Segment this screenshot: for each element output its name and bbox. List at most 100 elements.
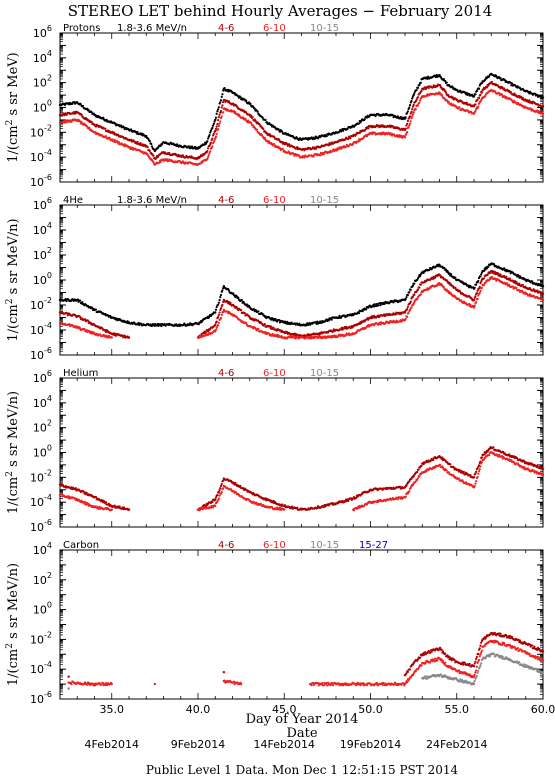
data-point bbox=[219, 293, 223, 297]
data-point bbox=[209, 150, 212, 153]
data-point bbox=[217, 116, 220, 119]
data-point bbox=[244, 117, 247, 120]
data-point bbox=[281, 148, 284, 151]
data-point bbox=[477, 96, 481, 100]
data-point bbox=[477, 105, 480, 108]
data-point bbox=[410, 117, 413, 120]
data-point bbox=[216, 123, 219, 126]
data-point bbox=[486, 273, 489, 277]
series-6-10 bbox=[58, 88, 545, 167]
data-point bbox=[411, 97, 414, 100]
data-point bbox=[406, 315, 409, 319]
data-point bbox=[223, 87, 226, 90]
data-point bbox=[329, 143, 333, 146]
data-point bbox=[215, 112, 218, 115]
data-point bbox=[458, 106, 461, 109]
data-point bbox=[255, 128, 259, 131]
legend-entry: 10-15 bbox=[310, 23, 339, 34]
data-point bbox=[64, 121, 67, 124]
data-point bbox=[251, 116, 254, 119]
data-point bbox=[113, 138, 116, 142]
data-point bbox=[438, 91, 441, 94]
data-point bbox=[478, 285, 481, 289]
data-point bbox=[454, 286, 457, 289]
data-point bbox=[148, 140, 151, 143]
data-point bbox=[245, 321, 248, 325]
data-point bbox=[408, 115, 412, 118]
data-point bbox=[85, 328, 88, 332]
data-point bbox=[415, 89, 418, 92]
data-point bbox=[411, 284, 415, 287]
data-point bbox=[442, 286, 445, 289]
data-point bbox=[536, 93, 539, 97]
data-point bbox=[268, 140, 271, 143]
data-point bbox=[448, 281, 451, 284]
data-point bbox=[416, 298, 419, 301]
data-point bbox=[414, 108, 417, 111]
data-point bbox=[107, 502, 110, 505]
data-point bbox=[296, 335, 300, 338]
data-point bbox=[541, 292, 545, 295]
data-point bbox=[493, 263, 496, 266]
data-point bbox=[113, 504, 116, 507]
data-point bbox=[150, 145, 154, 148]
data-point bbox=[412, 111, 415, 114]
data-point bbox=[472, 95, 476, 98]
data-point bbox=[508, 283, 511, 286]
data-point bbox=[500, 93, 504, 96]
data-point bbox=[477, 294, 480, 297]
data-point bbox=[80, 113, 83, 116]
data-point bbox=[409, 288, 412, 291]
data-point bbox=[83, 327, 86, 331]
data-point bbox=[418, 286, 421, 289]
data-point bbox=[214, 496, 218, 499]
data-point bbox=[474, 295, 477, 298]
data-point bbox=[511, 285, 514, 288]
data-point bbox=[442, 78, 445, 81]
data-point bbox=[280, 130, 284, 133]
data-point bbox=[234, 481, 237, 485]
panels: 10-6 10-4 10-2 100 102 104 106 1/(cm2 s sr MeV)… bbox=[5, 23, 545, 706]
data-point bbox=[214, 127, 218, 130]
data-point bbox=[240, 309, 243, 312]
legend-entry: 4-6 bbox=[218, 195, 234, 206]
data-point bbox=[476, 298, 479, 301]
data-point bbox=[206, 150, 209, 153]
data-point bbox=[127, 508, 131, 511]
data-point bbox=[214, 498, 217, 501]
data-point bbox=[406, 294, 409, 297]
data-point bbox=[404, 116, 407, 119]
data-point bbox=[136, 140, 139, 144]
data-point bbox=[411, 113, 415, 116]
data-point bbox=[363, 118, 366, 121]
data-point bbox=[220, 483, 223, 486]
data-point bbox=[418, 99, 422, 102]
data-point bbox=[475, 300, 478, 304]
data-point bbox=[347, 137, 350, 141]
data-point bbox=[439, 274, 442, 277]
data-point bbox=[479, 93, 482, 96]
data-point bbox=[218, 113, 221, 116]
data-point bbox=[168, 151, 171, 155]
data-point bbox=[503, 87, 506, 90]
data-point bbox=[477, 279, 480, 283]
data-point bbox=[513, 99, 516, 102]
data-point bbox=[411, 115, 414, 118]
data-point bbox=[296, 506, 299, 509]
data-point bbox=[152, 154, 155, 157]
data-point bbox=[419, 293, 422, 296]
data-point bbox=[407, 125, 410, 129]
legend-entry: 1.8-3.6 MeV/n bbox=[117, 23, 187, 34]
data-point bbox=[441, 94, 444, 98]
data-point bbox=[518, 282, 521, 285]
data-point bbox=[487, 265, 490, 268]
data-point bbox=[480, 286, 484, 289]
data-point bbox=[105, 118, 108, 121]
data-point bbox=[219, 295, 222, 299]
data-point bbox=[515, 286, 518, 289]
data-point bbox=[404, 127, 407, 130]
y-tick-label: 10-6 bbox=[30, 173, 52, 189]
data-point bbox=[469, 303, 472, 306]
data-point bbox=[220, 95, 223, 98]
data-point bbox=[94, 308, 98, 311]
